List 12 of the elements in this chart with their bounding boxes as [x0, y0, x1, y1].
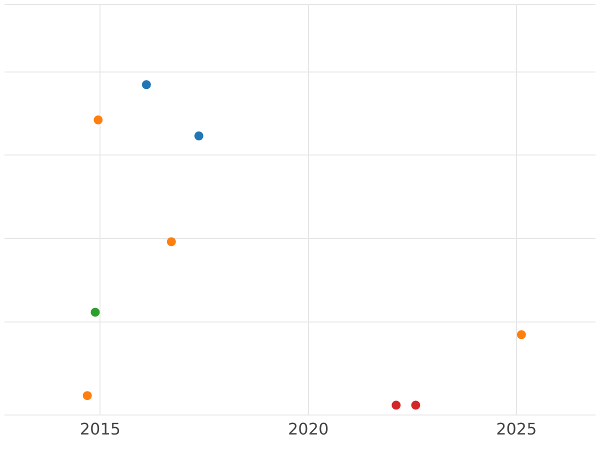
point — [142, 80, 151, 90]
point — [82, 391, 92, 400]
point — [516, 330, 526, 340]
x-tick-label: 2020 — [288, 420, 329, 439]
point — [392, 400, 401, 410]
point — [166, 237, 176, 246]
point — [411, 400, 420, 410]
x-tick-label: 2015 — [80, 420, 121, 439]
point — [94, 115, 103, 124]
point — [194, 131, 204, 140]
x-tick-label: 2025 — [496, 420, 537, 439]
point — [90, 308, 100, 317]
